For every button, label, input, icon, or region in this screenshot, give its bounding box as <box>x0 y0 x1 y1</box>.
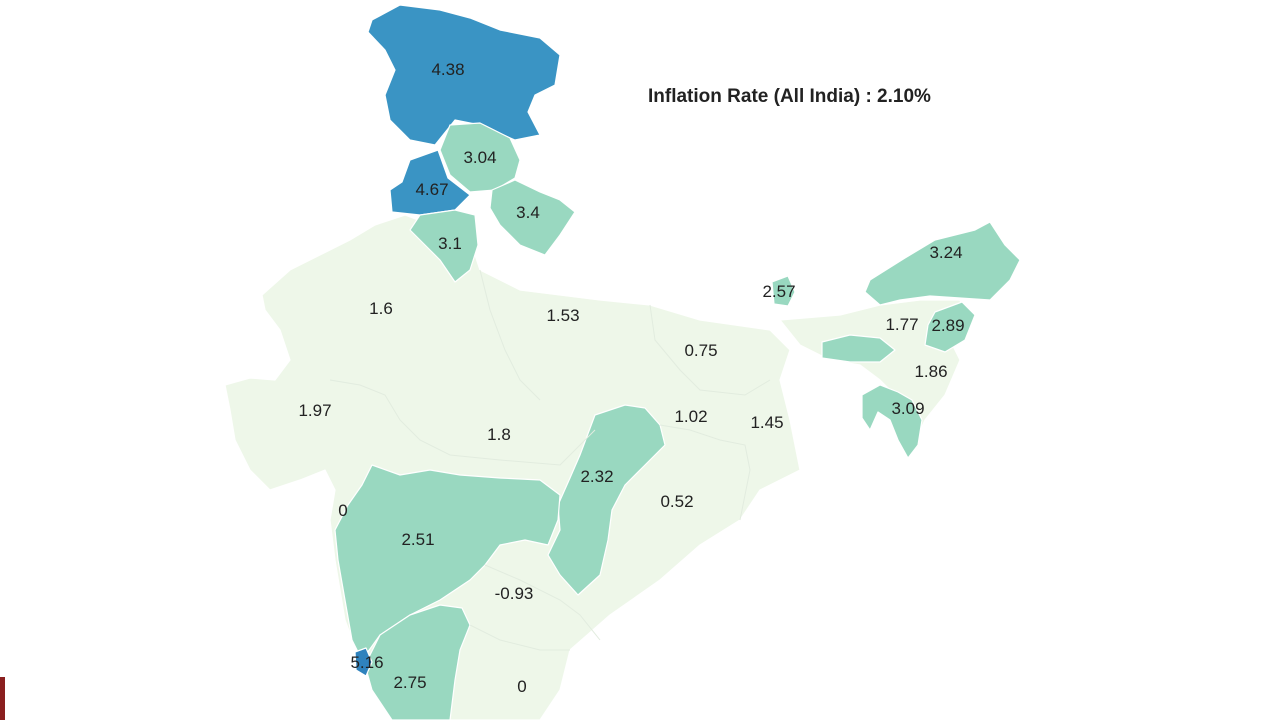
value-label-karnataka: 2.75 <box>393 673 427 692</box>
map-region-nagaland <box>924 301 976 353</box>
map-title: Inflation Rate (All India) : 2.10% <box>648 86 931 107</box>
map-region-karnataka <box>364 604 471 720</box>
value-label-uttar-pradesh: 1.53 <box>546 306 580 325</box>
value-label-arunachal-pradesh: 3.24 <box>929 243 963 262</box>
map-region-sikkim <box>771 275 796 307</box>
map-region-mainland <box>224 214 801 720</box>
value-label-sikkim: 2.57 <box>762 282 796 301</box>
value-label-uttarakhand: 3.4 <box>516 203 540 222</box>
value-label-himachal-pradesh: 3.04 <box>463 148 497 167</box>
value-label-gujarat: 1.97 <box>298 401 332 420</box>
value-label-maharashtra: 2.51 <box>401 530 435 549</box>
value-label-haryana: 3.1 <box>438 234 462 253</box>
value-label-telangana: -0.93 <box>494 584 534 603</box>
value-label-andhra-pradesh: 0 <box>517 677 527 696</box>
value-label-madhya-pradesh: 1.8 <box>487 425 511 444</box>
value-label-odisha: 0.52 <box>660 492 694 511</box>
map-region-jammu-kashmir <box>367 4 561 146</box>
value-label-chhattisgarh: 2.32 <box>580 467 614 486</box>
value-label-jammu-kashmir: 4.38 <box>431 60 465 79</box>
map-region-goa <box>354 647 373 677</box>
value-label-mizoram: 3.09 <box>891 399 925 418</box>
value-label-dadra-nagar-haveli: 0 <box>338 501 348 520</box>
corner-edge-mark <box>0 677 5 720</box>
value-label-west-bengal: 1.45 <box>750 413 784 432</box>
map-region-maharashtra <box>334 464 561 661</box>
value-label-nagaland: 2.89 <box>931 316 965 335</box>
value-label-assam: 1.77 <box>885 315 919 334</box>
value-label-goa: 5.16 <box>350 653 384 672</box>
map-region-northeast <box>779 299 966 449</box>
map-region-haryana <box>409 209 479 283</box>
value-label-manipur: 1.86 <box>914 362 948 381</box>
map-region-uttarakhand <box>489 179 576 256</box>
value-label-jharkhand: 1.02 <box>674 407 708 426</box>
value-label-punjab: 4.67 <box>415 180 449 199</box>
map-region-arunachal-pradesh <box>864 221 1021 306</box>
map-region-mizoram <box>861 384 923 459</box>
value-label-rajasthan: 1.6 <box>369 299 393 318</box>
value-label-bihar: 0.75 <box>684 341 718 360</box>
state-border-lines <box>329 269 771 651</box>
map-region-meghalaya <box>821 334 896 363</box>
